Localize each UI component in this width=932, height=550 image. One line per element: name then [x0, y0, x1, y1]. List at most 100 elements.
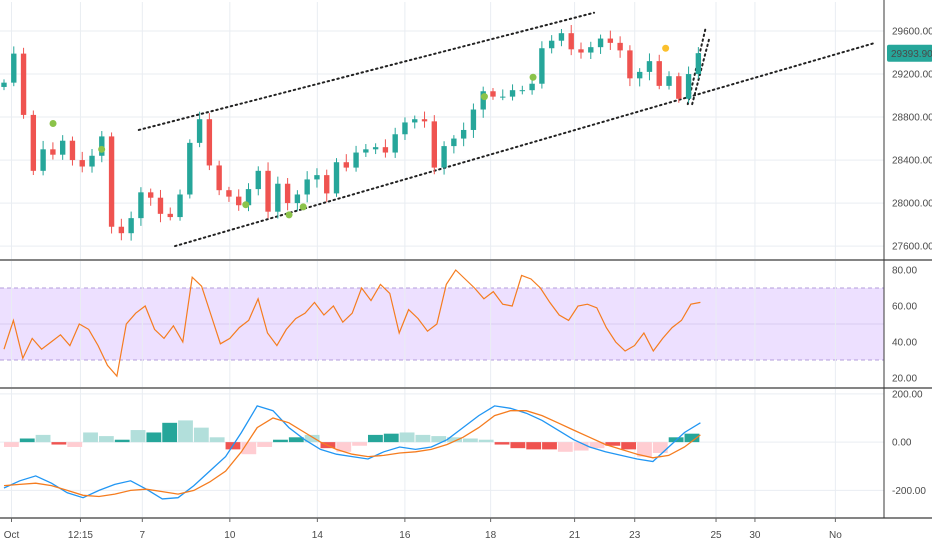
- macd-histogram-bar: [557, 442, 573, 452]
- macd-histogram-bar: [478, 439, 494, 443]
- macd-histogram-bar: [336, 442, 352, 452]
- candle-body: [167, 213, 173, 218]
- candle-body: [480, 91, 486, 110]
- candle-body: [138, 192, 144, 219]
- macd-y-axis: 200.00 0.00 -200.00: [892, 389, 926, 497]
- candle-body: [216, 165, 222, 191]
- macd-histogram-bar: [684, 433, 700, 443]
- candle-body: [11, 53, 17, 83]
- macd-histogram-bar: [621, 442, 637, 450]
- green-signal-dot: [242, 201, 250, 209]
- macd-histogram-bar: [368, 434, 383, 443]
- time-axis: Oct 12:15 7 10 14 16 18 21 23 25 30 No: [4, 518, 842, 541]
- candle-body: [421, 119, 428, 122]
- macd-histogram-bar: [257, 442, 273, 447]
- macd-pane[interactable]: 200.00 0.00 -200.00: [0, 389, 926, 517]
- macd-histogram-bar: [510, 442, 526, 449]
- macd-grid: [0, 389, 884, 517]
- macd-histogram-bar: [494, 442, 510, 445]
- candle-body: [108, 136, 115, 227]
- candle-body: [470, 109, 477, 130]
- macd-histogram-bar: [19, 438, 35, 443]
- macd-histogram-bar: [304, 434, 320, 443]
- last-price-badge-bg: [887, 44, 932, 62]
- macd-histogram-bar: [51, 442, 67, 445]
- projection-line: [686, 27, 707, 106]
- green-signal-dot: [285, 211, 293, 219]
- price-tick-label: 28800.00: [892, 113, 932, 124]
- macd-histogram-bar: [383, 433, 399, 443]
- candle-body: [539, 48, 545, 84]
- macd-histogram-bar: [98, 436, 114, 443]
- macd-tick-label: 0.00: [892, 438, 912, 449]
- macd-line: [3, 405, 701, 500]
- macd-histogram-bar: [83, 432, 98, 443]
- last-price-badge: 29393.90: [887, 44, 932, 62]
- candle-body: [597, 38, 604, 48]
- signal-markers: [49, 44, 670, 219]
- candle-body: [460, 129, 467, 139]
- candle-body: [1, 82, 7, 87]
- rsi-grid: [10, 261, 836, 387]
- green-signal-dot: [480, 93, 488, 101]
- candle-body: [343, 162, 349, 168]
- candle-body: [255, 170, 261, 190]
- channel-lower-line: [174, 41, 877, 248]
- candle-body: [617, 42, 623, 51]
- candle-body: [40, 149, 46, 171]
- candle-body: [685, 74, 692, 99]
- price-tick-label: 29200.00: [892, 70, 932, 81]
- candle-body: [490, 91, 496, 97]
- macd-histogram-bar: [352, 442, 368, 446]
- macd-histogram-bar: [114, 439, 130, 443]
- candle-body: [333, 162, 340, 194]
- candle-body: [275, 183, 281, 212]
- projection-line: [691, 38, 710, 106]
- macd-histogram-bar: [162, 422, 178, 443]
- candle-body: [519, 90, 526, 92]
- x-tick-label: 10: [224, 530, 236, 541]
- green-signal-dot: [529, 73, 537, 81]
- candle-body: [500, 96, 506, 98]
- candle-body: [196, 119, 203, 143]
- candle-body: [412, 119, 418, 123]
- candle-body: [695, 53, 702, 75]
- price-grid: [0, 2, 884, 259]
- macd-histogram-bar: [431, 436, 447, 443]
- candle-body: [588, 47, 594, 53]
- macd-histogram-bar: [193, 427, 209, 443]
- price-tick-label: 28400.00: [892, 156, 932, 167]
- macd-signal-line: [3, 410, 701, 498]
- candle-body: [294, 194, 301, 204]
- rsi-pane[interactable]: 80.00 60.00 40.00 20.00: [0, 261, 917, 387]
- candle-body: [558, 33, 565, 41]
- candle-body: [578, 49, 584, 53]
- macd-histogram-bar: [605, 442, 621, 446]
- x-tick-label: 7: [140, 530, 146, 541]
- yellow-signal-dot: [662, 44, 670, 52]
- x-tick-label: 14: [312, 530, 324, 541]
- candle-body: [627, 50, 633, 79]
- trend-channel: [137, 11, 877, 248]
- price-tick-label: 29600.00: [892, 27, 932, 38]
- candle-body: [304, 179, 310, 195]
- macd-histogram-bar: [637, 442, 652, 457]
- x-tick-label: 25: [710, 530, 722, 541]
- candle-body: [548, 40, 555, 49]
- candle-body: [363, 149, 369, 153]
- green-signal-dot: [98, 145, 106, 153]
- x-tick-label: 16: [399, 530, 411, 541]
- macd-histogram-bar: [288, 437, 304, 443]
- candle-body: [646, 61, 653, 72]
- rsi-tick-label: 20.00: [892, 374, 917, 385]
- macd-histogram-bar: [462, 438, 478, 443]
- candle-body: [157, 197, 164, 214]
- x-tick-label: 12:15: [68, 530, 93, 541]
- price-pane[interactable]: 29600.00 29200.00 28800.00 28400.00 28000.00…: [0, 2, 932, 259]
- macd-histogram-bar: [178, 420, 193, 443]
- macd-histogram-bar: [130, 430, 146, 443]
- candle-body: [666, 76, 672, 86]
- macd-histogram-bar: [399, 432, 415, 443]
